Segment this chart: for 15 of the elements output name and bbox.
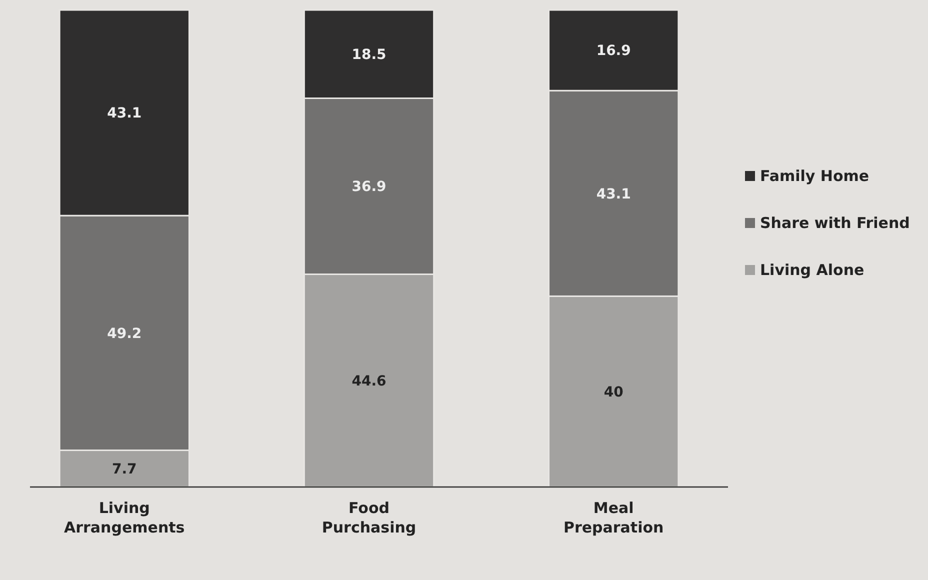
data-label: 36.9	[352, 179, 386, 196]
legend-label: Living Alone	[760, 261, 864, 279]
legend-label: Share with Friend	[760, 214, 910, 232]
x-tick-label: Food Purchasing	[322, 499, 416, 536]
data-label: 44.6	[352, 374, 386, 390]
x-tick-label: Meal Preparation	[563, 499, 664, 536]
data-label: 7.7	[112, 462, 137, 478]
x-tick-label: Living Arrangements	[64, 499, 185, 536]
data-label: 49.2	[107, 326, 142, 342]
data-label: 18.5	[352, 47, 386, 64]
legend-label: Family Home	[760, 167, 870, 185]
data-label: 16.9	[596, 43, 631, 60]
data-label: 40	[604, 384, 624, 400]
data-label: 43.1	[596, 186, 631, 202]
data-label: 43.1	[107, 106, 142, 122]
